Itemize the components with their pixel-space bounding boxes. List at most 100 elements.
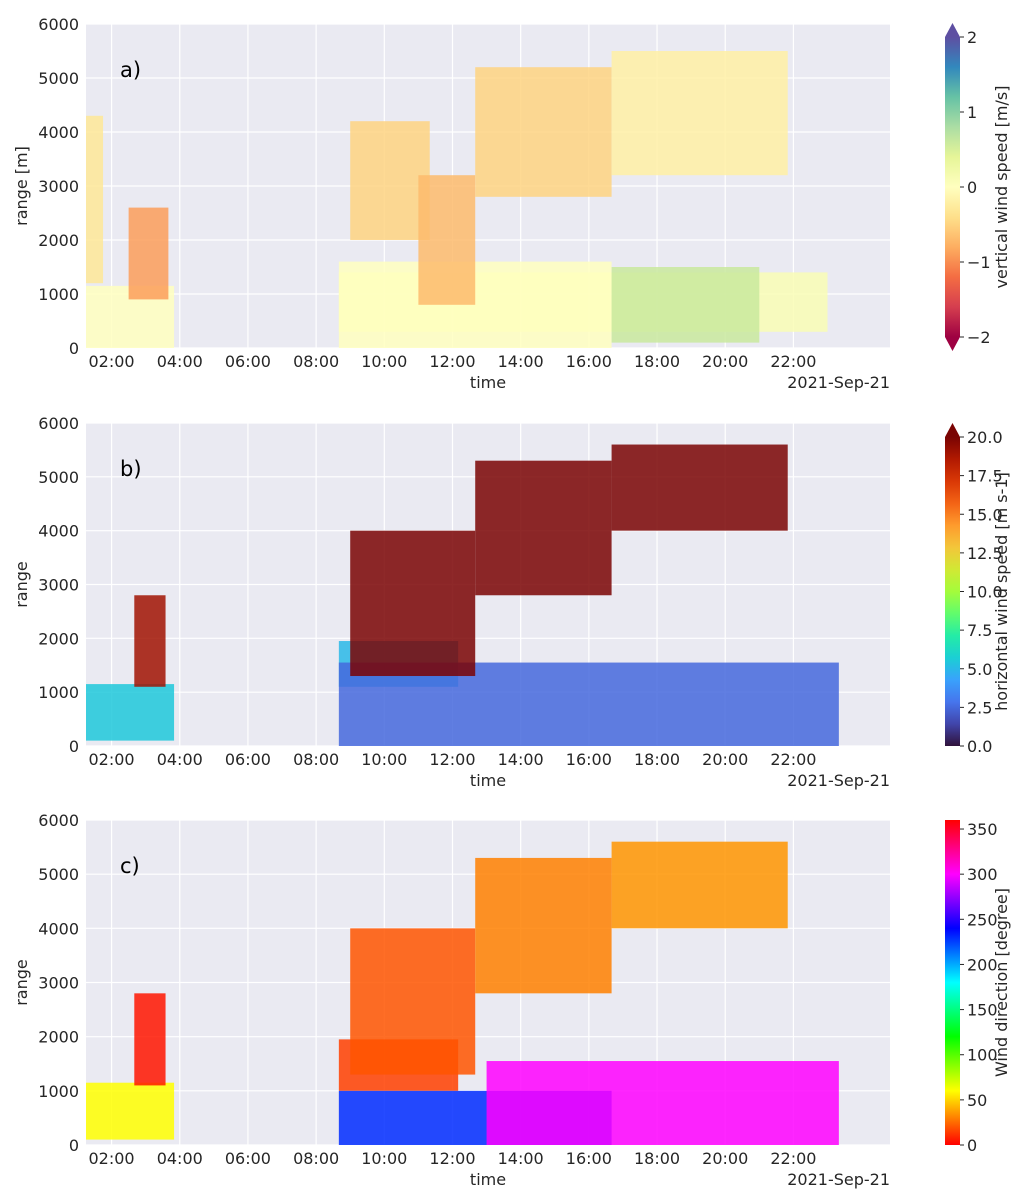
y-tick-label: 1000 xyxy=(38,1082,79,1101)
x-tick-label: 08:00 xyxy=(293,1149,339,1168)
colorbar-extend-max xyxy=(945,23,960,37)
y-tick-label: 0 xyxy=(69,737,79,756)
colorbar-extend-max xyxy=(945,423,960,437)
colorbar-tick-label: 300 xyxy=(967,865,998,884)
y-tick-label: 2000 xyxy=(38,629,79,648)
x-tick-label: 08:00 xyxy=(293,750,339,769)
colorbar-gradient xyxy=(945,37,960,337)
y-tick-label: 3000 xyxy=(38,576,79,595)
colorbar: −2 −1 0 1 2 vertical wind speed [m/s] xyxy=(945,23,1011,351)
y-tick-label: 6000 xyxy=(38,811,79,830)
data-region xyxy=(475,857,612,994)
colorbar-extend-min xyxy=(945,337,960,351)
x-tick-label: 10:00 xyxy=(361,750,407,769)
colorbar-tick-label: −1 xyxy=(967,253,991,272)
y-axis-label: range xyxy=(12,561,31,608)
y-tick-label: 5000 xyxy=(38,865,79,884)
colorbar-tick-label: 1 xyxy=(967,103,977,122)
x-tick-label: 18:00 xyxy=(634,352,680,371)
y-tick-label: 0 xyxy=(69,1136,79,1155)
x-tick-label: 06:00 xyxy=(225,352,271,371)
colorbar-tick-label: 0 xyxy=(967,1136,977,1155)
date-label: 2021-Sep-21 xyxy=(787,373,890,392)
data-region xyxy=(475,460,612,596)
colorbar-tick-label: 5.0 xyxy=(967,660,992,679)
x-tick-label: 18:00 xyxy=(634,1149,680,1168)
y-tick-label: 5000 xyxy=(38,69,79,88)
colorbar-tick-label: 20.0 xyxy=(967,428,1003,447)
data-region xyxy=(86,684,175,741)
colorbar: 0.0 2.5 5.0 7.5 10.0 12.5 15.0 17.5 20.0 horizont… xyxy=(945,423,1011,756)
x-tick-label: 22:00 xyxy=(770,1149,816,1168)
x-tick-label: 02:00 xyxy=(89,352,135,371)
colorbar-label: vertical wind speed [m/s] xyxy=(992,86,1011,289)
x-tick-label: 14:00 xyxy=(498,352,544,371)
x-tick-label: 06:00 xyxy=(225,750,271,769)
x-tick-label: 12:00 xyxy=(429,750,475,769)
colorbar-tick-label: 50 xyxy=(967,1091,987,1110)
y-tick-label: 4000 xyxy=(38,123,79,142)
x-tick-label: 22:00 xyxy=(770,352,816,371)
panel-2: 02:00 04:00 06:00 08:00 10:00 12:00 14:00 16:00… xyxy=(12,414,1011,790)
colorbar-label: Wind direction [degree] xyxy=(992,888,1011,1077)
colorbar-label: horizontal wind speed [m s-1] xyxy=(992,472,1011,711)
y-tick-label: 2000 xyxy=(38,1028,79,1047)
x-tick-label: 16:00 xyxy=(566,750,612,769)
x-axis-label: time xyxy=(470,1170,506,1189)
colorbar-gradient xyxy=(945,437,960,746)
x-tick-label: 16:00 xyxy=(566,1149,612,1168)
x-tick-label: 04:00 xyxy=(157,750,203,769)
colorbar-tick-label: −2 xyxy=(967,328,991,347)
y-tick-label: 0 xyxy=(69,339,79,358)
x-axis-label: time xyxy=(470,771,506,790)
data-region xyxy=(475,67,612,197)
colorbar-tick-label: 17.5 xyxy=(967,467,1003,486)
x-axis-label: time xyxy=(470,373,506,392)
colorbar-tick-label: 7.5 xyxy=(967,621,992,640)
panel-label: b) xyxy=(120,457,142,481)
y-tick-label: 1000 xyxy=(38,683,79,702)
y-tick-label: 3000 xyxy=(38,177,79,196)
y-tick-label: 6000 xyxy=(38,15,79,34)
data-region xyxy=(350,928,476,1075)
y-tick-label: 2000 xyxy=(38,231,79,250)
data-region xyxy=(128,207,169,300)
colorbar-tick-label: 10.0 xyxy=(967,583,1003,602)
colorbar-tick-label: 2.5 xyxy=(967,698,992,717)
colorbar-tick-label: 150 xyxy=(967,1001,998,1020)
data-region xyxy=(86,115,104,284)
colorbar-tick-label: 200 xyxy=(967,955,998,974)
y-tick-label: 3000 xyxy=(38,974,79,993)
x-tick-label: 08:00 xyxy=(293,352,339,371)
panel-1: 02:00 04:00 06:00 08:00 10:00 12:00 14:00 16:00… xyxy=(12,15,1011,392)
x-tick-label: 12:00 xyxy=(429,1149,475,1168)
x-tick-label: 20:00 xyxy=(702,750,748,769)
data-region xyxy=(350,121,430,240)
y-tick-label: 4000 xyxy=(38,919,79,938)
x-tick-label: 06:00 xyxy=(225,1149,271,1168)
colorbar-tick-label: 12.5 xyxy=(967,544,1003,563)
data-region xyxy=(486,1061,839,1145)
panel-label: c) xyxy=(120,854,140,878)
data-region xyxy=(611,267,760,343)
x-tick-label: 14:00 xyxy=(498,750,544,769)
data-region xyxy=(611,841,788,929)
data-region xyxy=(338,662,839,746)
x-tick-label: 14:00 xyxy=(498,1149,544,1168)
x-tick-label: 20:00 xyxy=(702,352,748,371)
date-label: 2021-Sep-21 xyxy=(787,1170,890,1189)
data-region xyxy=(350,530,476,677)
colorbar-tick-label: 350 xyxy=(967,820,998,839)
data-region xyxy=(134,595,166,687)
colorbar-tick-label: 0.0 xyxy=(967,737,992,756)
y-tick-label: 6000 xyxy=(38,414,79,433)
colorbar-tick-label: 100 xyxy=(967,1046,998,1065)
y-tick-label: 1000 xyxy=(38,285,79,304)
x-tick-label: 04:00 xyxy=(157,352,203,371)
y-tick-label: 5000 xyxy=(38,468,79,487)
data-region xyxy=(611,51,788,176)
colorbar-tick-label: 15.0 xyxy=(967,505,1003,524)
colorbar-gradient xyxy=(945,820,960,1145)
x-tick-label: 16:00 xyxy=(566,352,612,371)
